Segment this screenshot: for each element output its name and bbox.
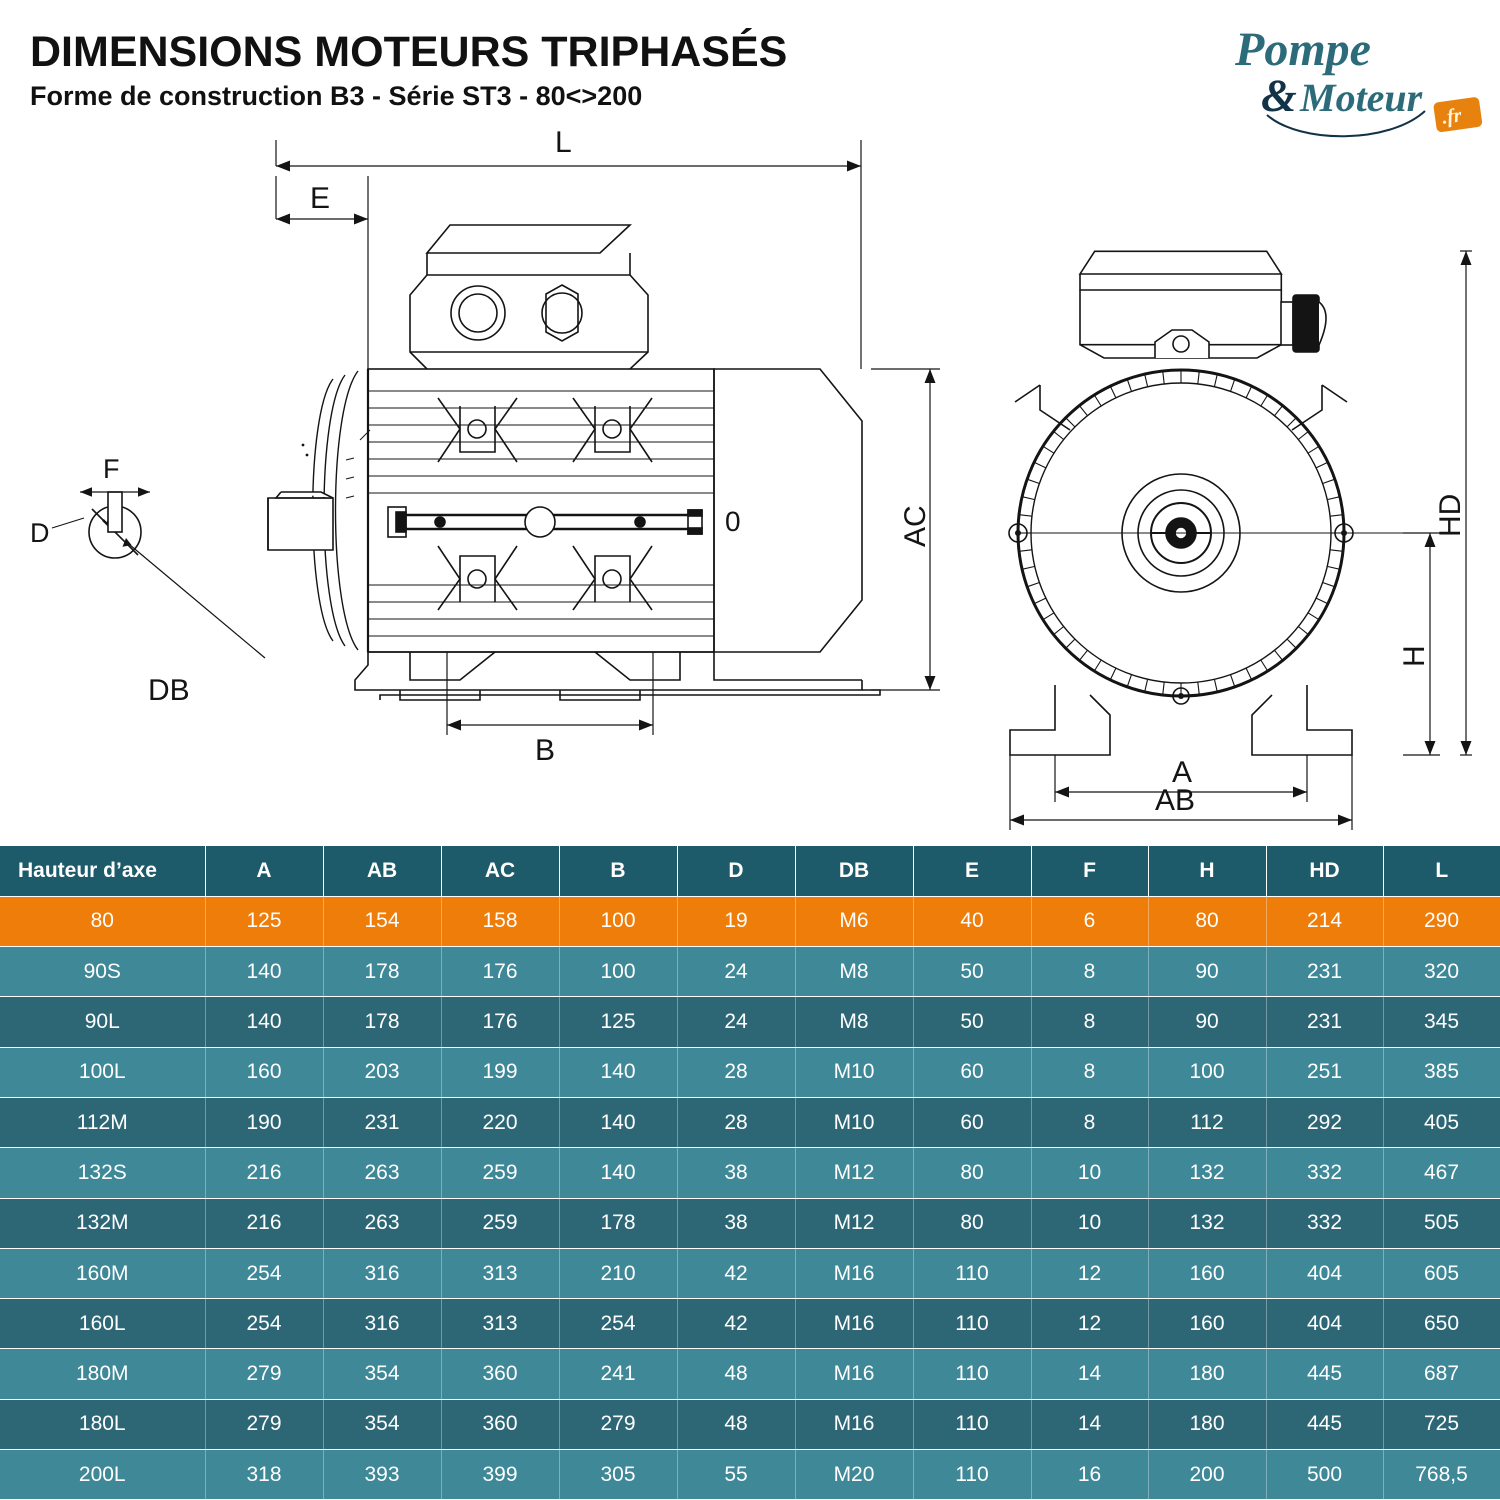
svg-text:AC: AC bbox=[899, 505, 932, 547]
svg-text:Moteur: Moteur bbox=[1299, 75, 1423, 120]
svg-text:HD: HD bbox=[1434, 494, 1467, 537]
svg-text:DB: DB bbox=[148, 674, 190, 707]
svg-text:0: 0 bbox=[725, 506, 741, 537]
svg-text:H: H bbox=[1398, 645, 1431, 667]
svg-text:D: D bbox=[30, 518, 50, 548]
svg-text:L: L bbox=[555, 130, 572, 159]
svg-text:&: & bbox=[1261, 70, 1297, 121]
svg-text:AB: AB bbox=[1155, 784, 1195, 817]
svg-text:E: E bbox=[310, 182, 330, 215]
svg-text:B: B bbox=[535, 734, 555, 767]
svg-text:Pompe: Pompe bbox=[1235, 23, 1371, 76]
svg-text:F: F bbox=[103, 454, 120, 484]
svg-text:.fr: .fr bbox=[1441, 104, 1464, 129]
